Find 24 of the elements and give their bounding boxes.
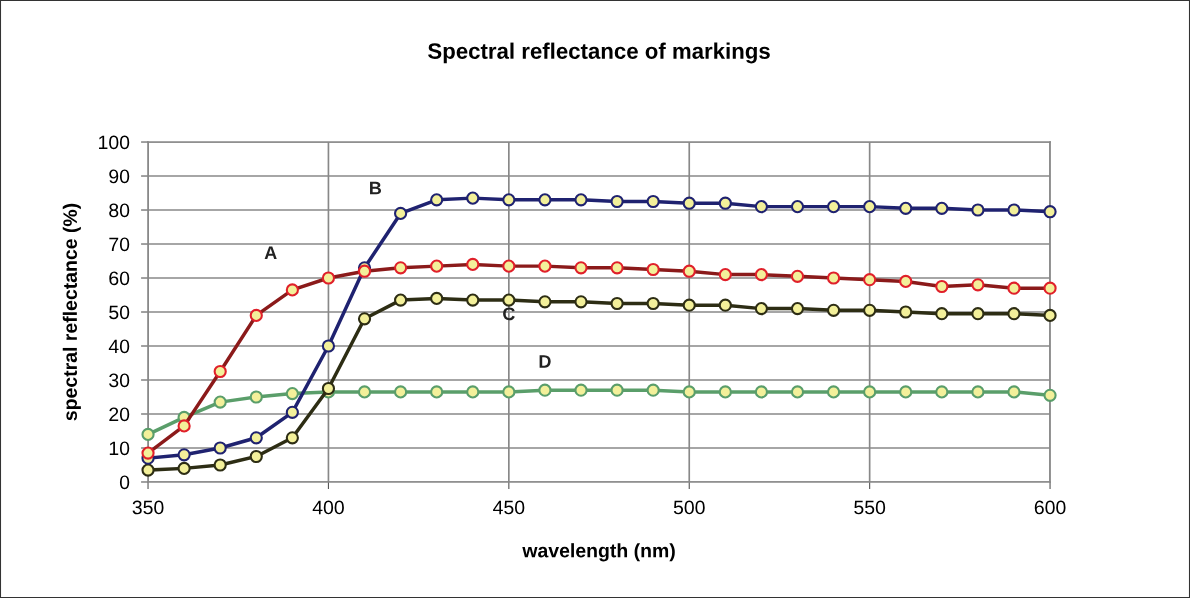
y-tick-label: 40 — [108, 339, 130, 354]
y-tick-label: 60 — [109, 271, 130, 286]
chart-title: Spectral reflectance of markings — [428, 42, 770, 64]
y-tick-label: 10 — [109, 441, 130, 456]
x-axis-title: wavelength (nm) — [522, 543, 675, 562]
y-axis-title: spectral reflectance (%) — [62, 203, 81, 421]
x-tick-label: 450 — [493, 500, 525, 515]
series-label: C — [503, 307, 515, 321]
y-tick-label: 0 — [119, 475, 130, 490]
y-tick-label: 30 — [109, 373, 130, 388]
series-label: D — [539, 355, 551, 368]
series-label: B — [370, 181, 382, 195]
y-tick-label: 50 — [109, 305, 130, 320]
x-tick-label: 500 — [673, 500, 705, 515]
y-tick-label: 100 — [99, 135, 130, 150]
x-tick-label: 550 — [854, 500, 886, 515]
series-label: A — [264, 246, 277, 259]
y-tick-label: 70 — [109, 237, 130, 252]
y-tick-label: 90 — [109, 169, 130, 184]
x-tick-label: 400 — [312, 500, 344, 515]
x-tick-label: 350 — [132, 500, 164, 515]
y-tick-label: 80 — [109, 203, 130, 218]
x-tick-label: 600 — [1034, 500, 1066, 515]
y-tick-label: 20 — [109, 407, 130, 422]
